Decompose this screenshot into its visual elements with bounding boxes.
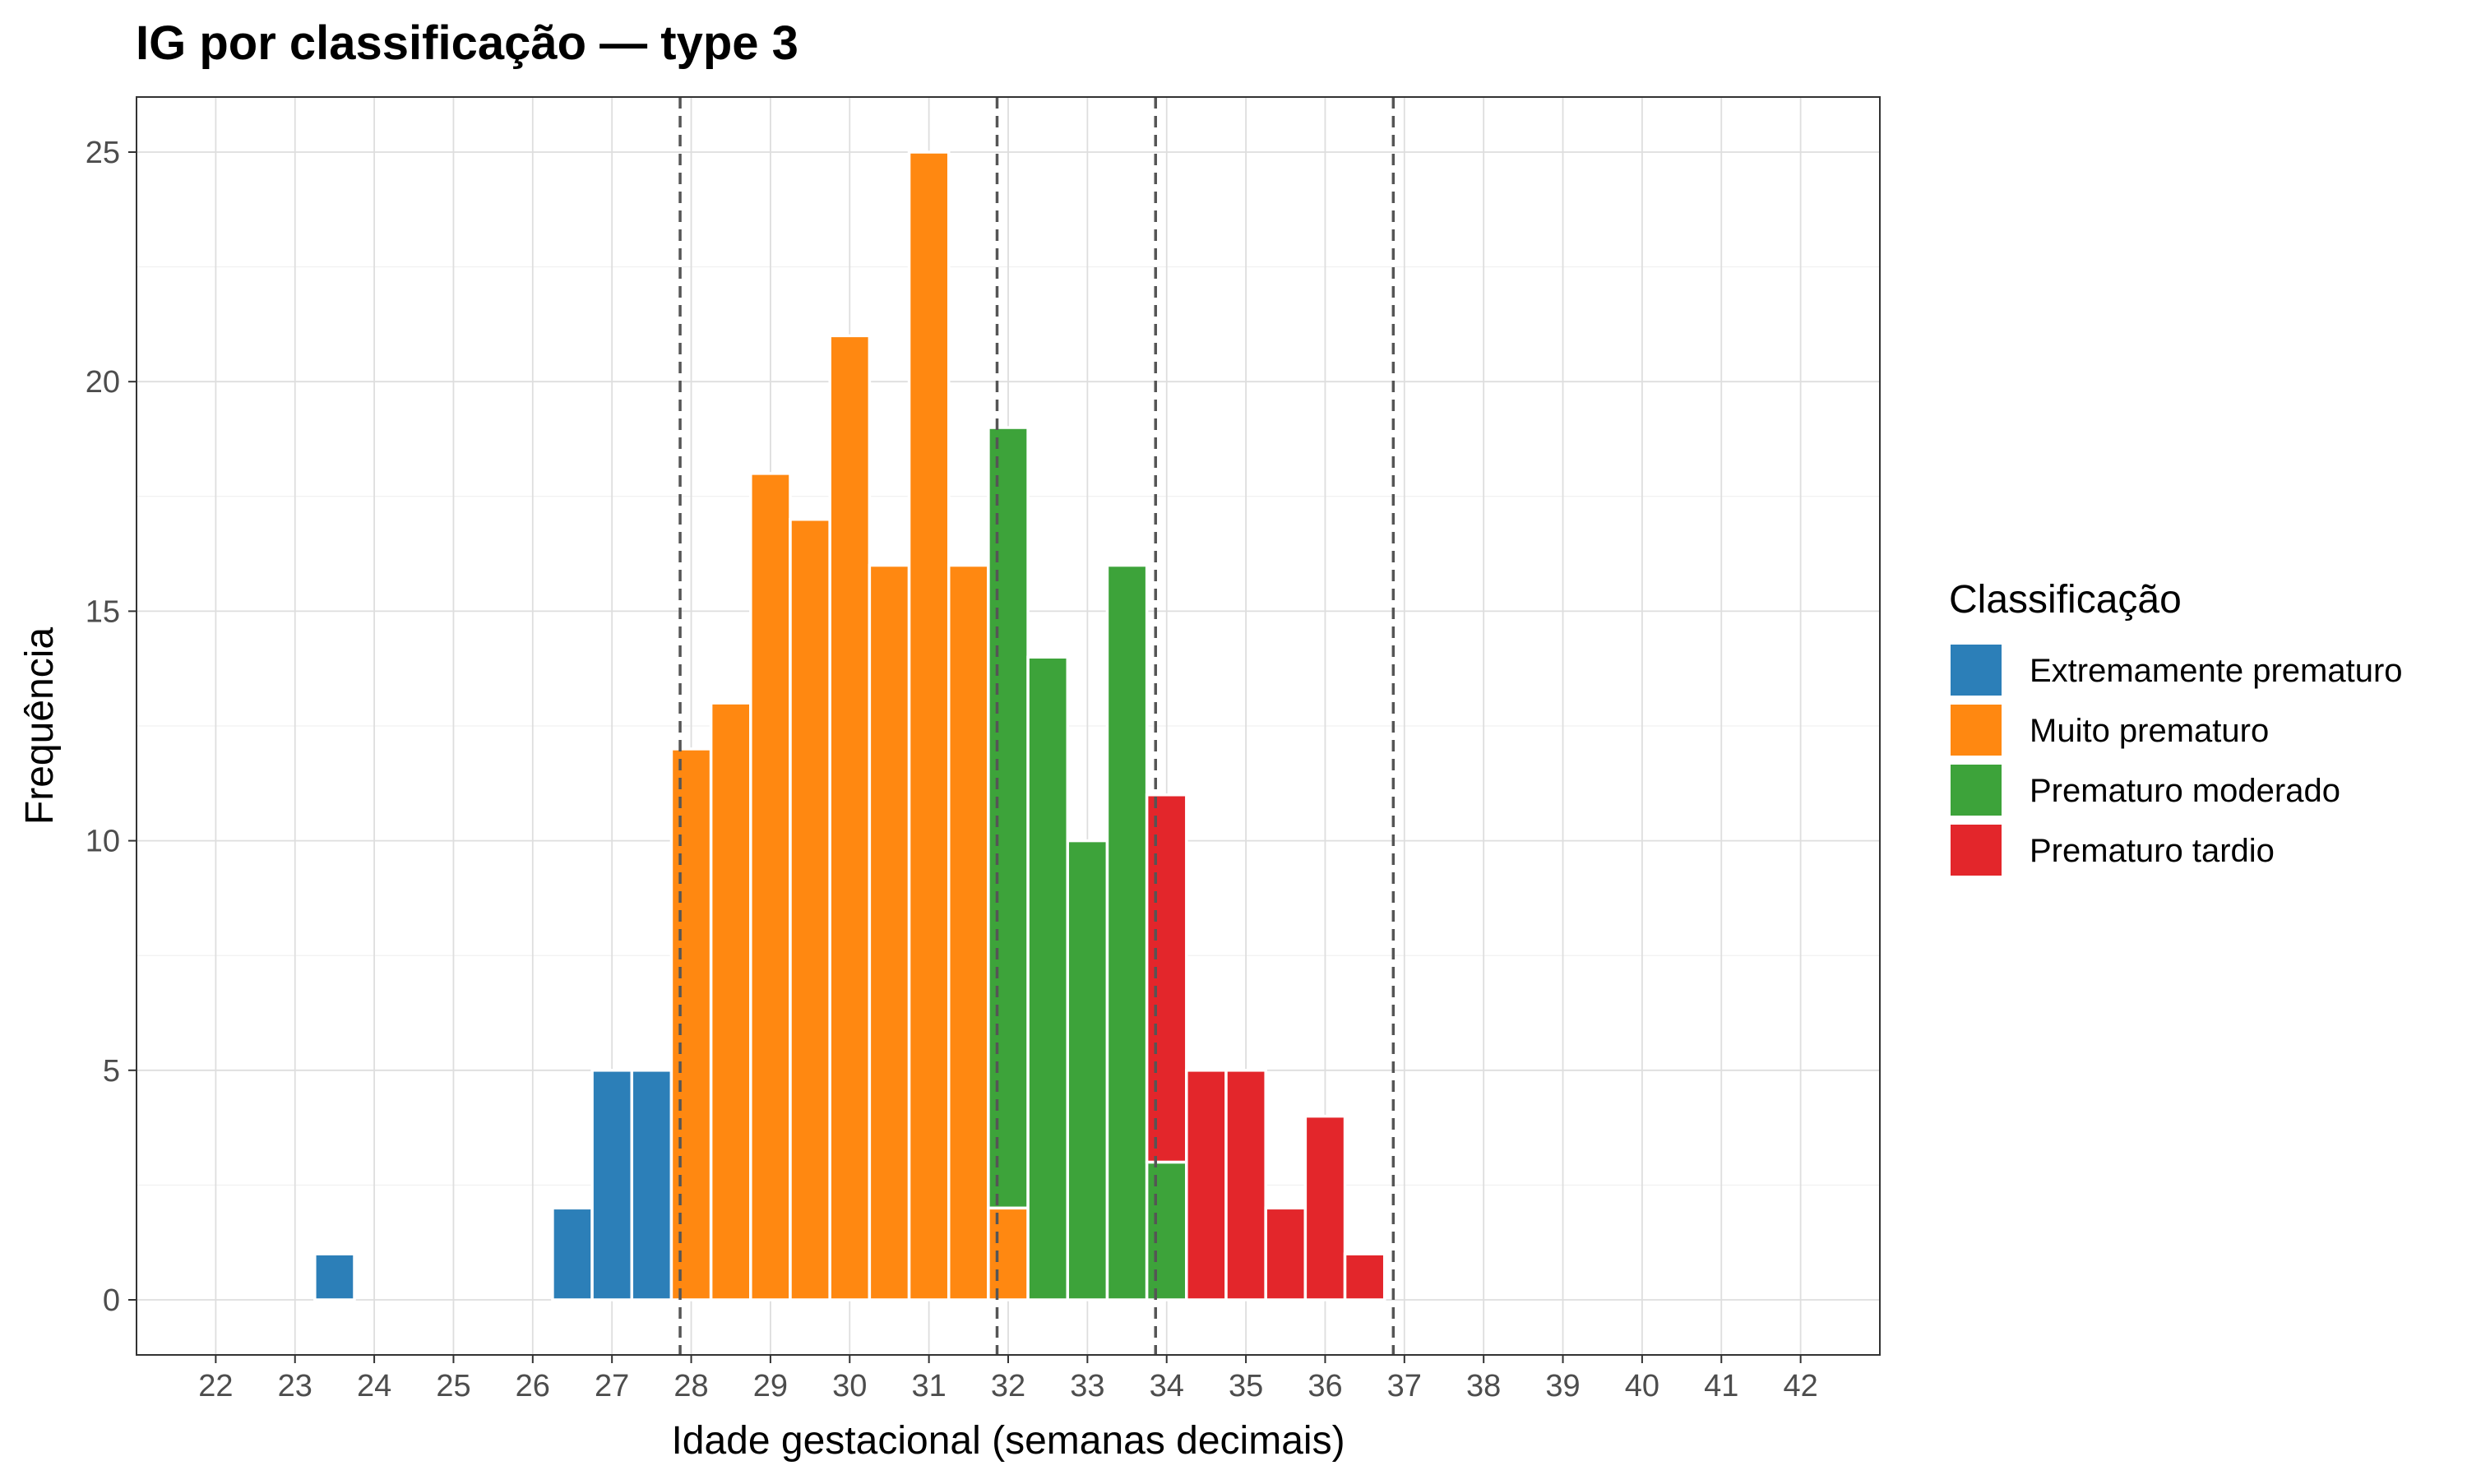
legend: Classificação Extremamente prematuro Muit… <box>1949 578 2403 876</box>
legend-key <box>1951 765 2002 816</box>
x-tick-label: 23 <box>278 1369 312 1403</box>
x-tick-label: 36 <box>1308 1369 1342 1403</box>
bar <box>987 1206 1030 1301</box>
bar <box>1224 1069 1267 1301</box>
legend-key <box>1951 825 2002 876</box>
legend-label: Prematuro moderado <box>2030 773 2340 809</box>
bar <box>947 563 990 1301</box>
x-tick-label: 40 <box>1625 1369 1659 1403</box>
x-tick-label: 33 <box>1070 1369 1104 1403</box>
bar <box>907 150 951 1301</box>
y-tick-label: 0 <box>103 1283 120 1318</box>
y-axis-title: Frequência <box>18 627 62 825</box>
x-tick-label: 38 <box>1466 1369 1501 1403</box>
bar <box>709 701 752 1301</box>
x-tick-label: 41 <box>1704 1369 1738 1403</box>
bar <box>551 1206 594 1301</box>
legend-label: Extremamente prematuro <box>2030 653 2403 689</box>
x-axis-title: Idade gestacional (semanas decimais) <box>671 1419 1345 1463</box>
x-axis-ticks: 22 23 24 25 26 27 28 29 30 31 32 33 34 35 36 37 38 39 40 41… <box>198 1355 1818 1403</box>
x-tick-label: 29 <box>753 1369 788 1403</box>
bar <box>1066 839 1109 1301</box>
x-tick-label: 27 <box>595 1369 629 1403</box>
y-tick-label: 25 <box>86 136 120 170</box>
x-tick-label: 28 <box>673 1369 708 1403</box>
legend-label: Muito prematuro <box>2030 713 2269 749</box>
bar <box>868 563 911 1301</box>
y-tick-label: 20 <box>86 365 120 400</box>
bar <box>669 747 713 1301</box>
bar <box>1343 1252 1386 1301</box>
y-tick-label: 15 <box>86 594 120 629</box>
x-tick-label: 34 <box>1150 1369 1184 1403</box>
y-tick-label: 5 <box>103 1054 120 1089</box>
x-tick-label: 32 <box>991 1369 1025 1403</box>
bar <box>1145 1160 1188 1301</box>
bar <box>590 1069 634 1301</box>
x-tick-label: 30 <box>832 1369 867 1403</box>
x-tick-label: 22 <box>198 1369 233 1403</box>
bar <box>789 517 831 1301</box>
bar <box>1145 793 1188 1164</box>
bar <box>1026 655 1070 1301</box>
y-tick-label: 10 <box>86 825 120 859</box>
x-tick-label: 35 <box>1229 1369 1263 1403</box>
chart-title: IG por classificação — type 3 <box>136 16 798 70</box>
x-tick-label: 42 <box>1783 1369 1817 1403</box>
bar <box>749 472 792 1301</box>
x-tick-label: 39 <box>1545 1369 1580 1403</box>
y-axis-ticks: 0 5 10 15 20 25 <box>86 136 137 1318</box>
x-tick-label: 24 <box>357 1369 391 1403</box>
bar <box>1303 1114 1347 1301</box>
legend-title: Classificação <box>1949 578 2182 622</box>
bar <box>1105 563 1149 1301</box>
legend-label: Prematuro tardio <box>2030 833 2275 869</box>
bar <box>313 1252 356 1301</box>
x-tick-label: 31 <box>911 1369 946 1403</box>
legend-key <box>1951 645 2002 696</box>
bar <box>828 334 872 1301</box>
bars <box>313 150 1386 1301</box>
x-tick-label: 37 <box>1387 1369 1422 1403</box>
bar <box>630 1069 673 1301</box>
bar <box>987 426 1030 1210</box>
x-tick-label: 25 <box>436 1369 470 1403</box>
bar <box>1185 1069 1228 1301</box>
cutoff-lines <box>678 97 1395 1355</box>
legend-key <box>1951 705 2002 756</box>
x-tick-label: 26 <box>516 1369 550 1403</box>
bar <box>1264 1206 1308 1301</box>
